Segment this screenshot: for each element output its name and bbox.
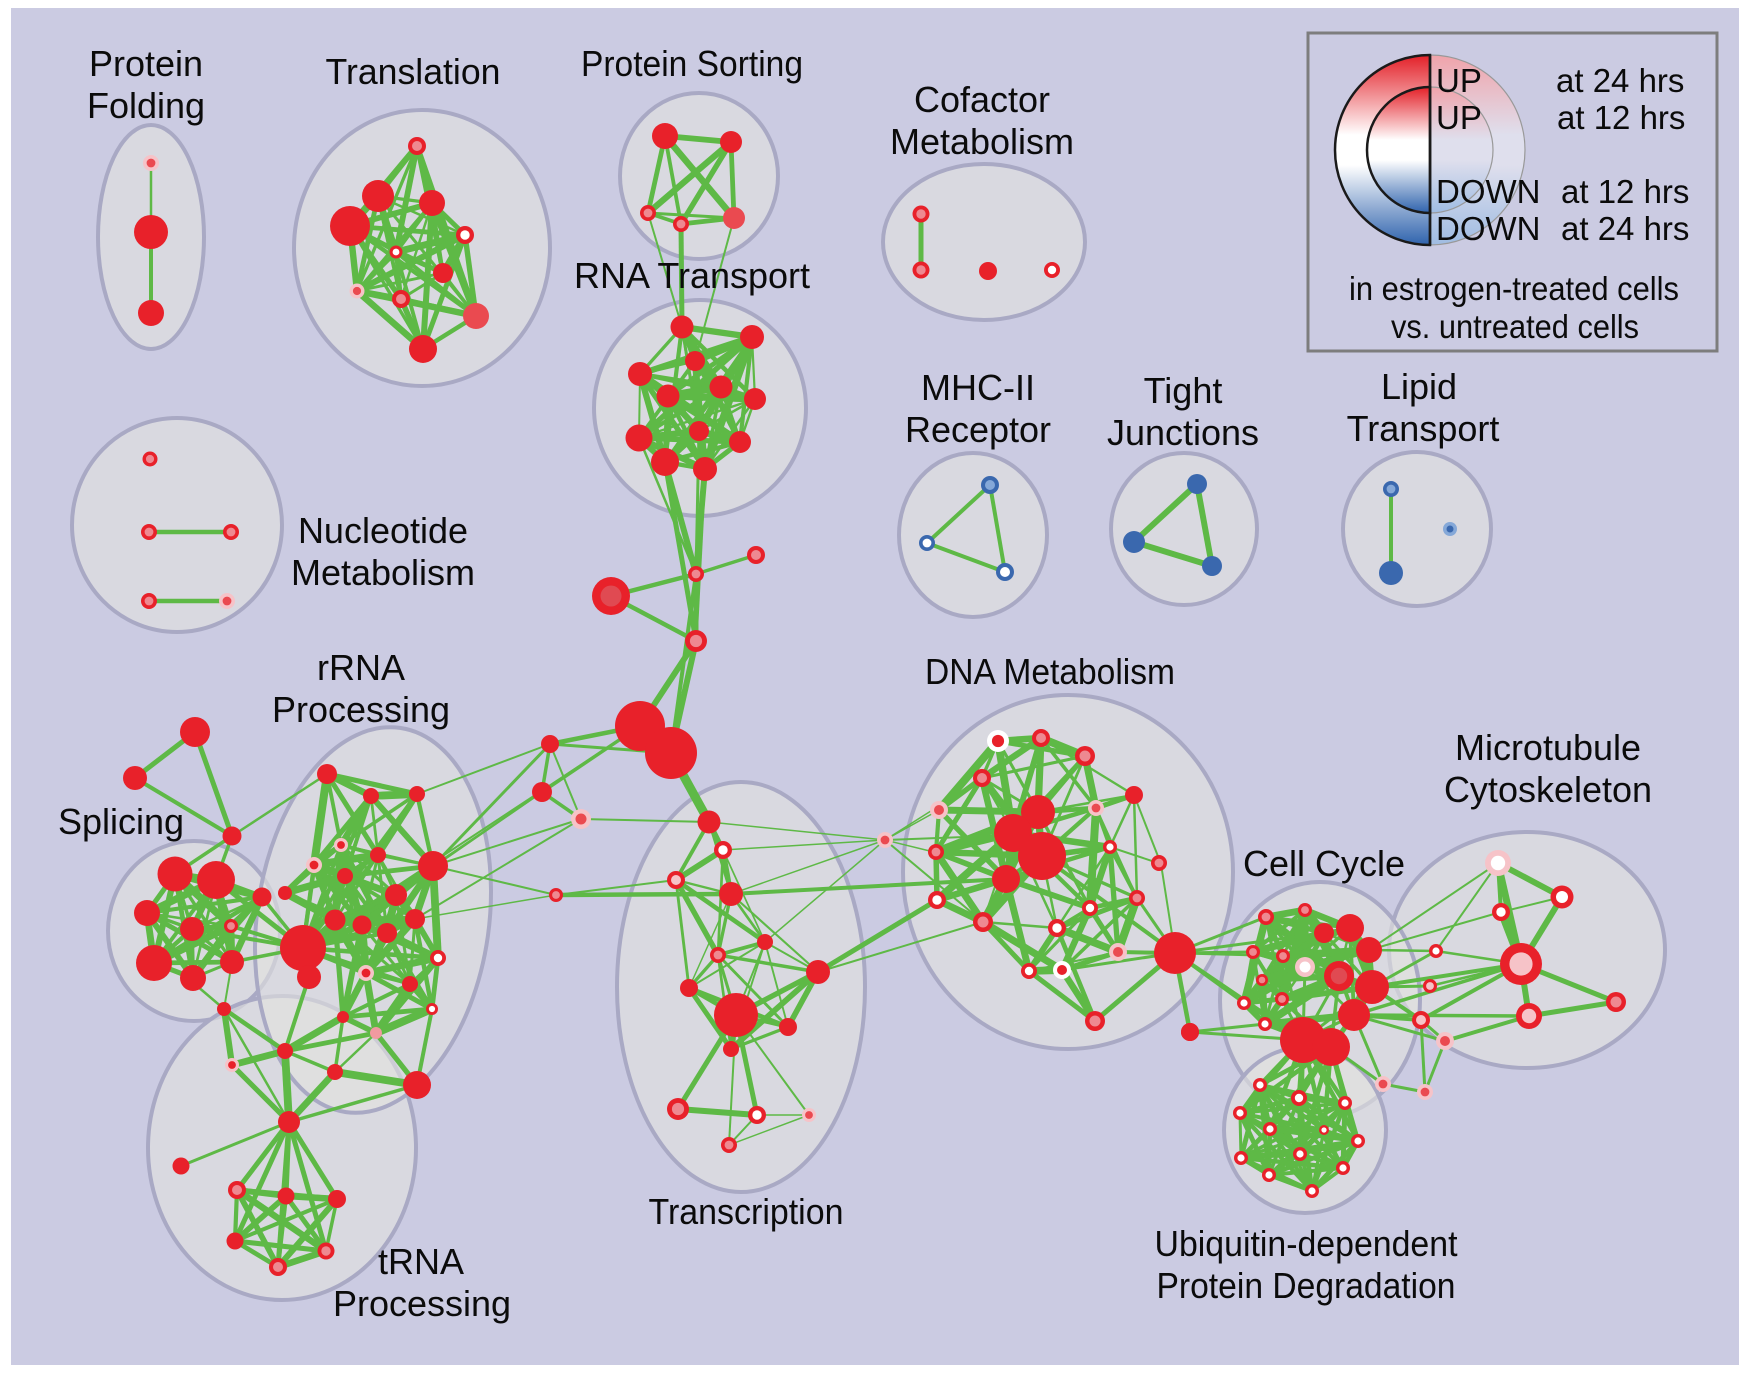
svg-text:Cell Cycle: Cell Cycle: [1243, 843, 1405, 884]
svg-text:Translation: Translation: [326, 51, 501, 92]
svg-text:UP: UP: [1436, 62, 1482, 99]
svg-text:tRNA: tRNA: [378, 1241, 464, 1282]
svg-text:DOWN: DOWN: [1436, 210, 1540, 247]
svg-text:Cytoskeleton: Cytoskeleton: [1444, 769, 1652, 810]
svg-text:at 12 hrs: at 12 hrs: [1557, 99, 1685, 136]
svg-text:Processing: Processing: [333, 1283, 511, 1324]
svg-text:DNA Metabolism: DNA Metabolism: [925, 651, 1175, 692]
svg-text:at 24 hrs: at 24 hrs: [1556, 62, 1684, 99]
svg-text:Transport: Transport: [1347, 408, 1500, 449]
svg-text:Cofactor: Cofactor: [914, 79, 1050, 120]
svg-text:Transcription: Transcription: [649, 1191, 844, 1232]
svg-text:Nucleotide: Nucleotide: [298, 510, 468, 551]
svg-text:Metabolism: Metabolism: [890, 121, 1074, 162]
svg-text:Protein: Protein: [89, 43, 203, 84]
svg-text:Processing: Processing: [272, 689, 450, 730]
svg-text:Folding: Folding: [87, 85, 205, 126]
svg-text:Splicing: Splicing: [58, 801, 184, 842]
svg-text:in estrogen-treated cells: in estrogen-treated cells: [1349, 270, 1679, 307]
svg-text:at 24 hrs: at 24 hrs: [1561, 210, 1689, 247]
svg-text:Lipid: Lipid: [1381, 366, 1457, 407]
svg-text:Tight: Tight: [1144, 370, 1223, 411]
svg-text:Microtubule: Microtubule: [1455, 727, 1641, 768]
svg-text:MHC-II: MHC-II: [921, 367, 1035, 408]
svg-text:Ubiquitin-dependent: Ubiquitin-dependent: [1155, 1223, 1458, 1264]
svg-text:Receptor: Receptor: [905, 409, 1051, 450]
svg-text:RNA Transport: RNA Transport: [574, 255, 810, 296]
svg-text:Protein Degradation: Protein Degradation: [1157, 1265, 1456, 1306]
svg-text:Protein Sorting: Protein Sorting: [581, 43, 803, 84]
svg-text:at 12 hrs: at 12 hrs: [1561, 173, 1689, 210]
svg-text:Metabolism: Metabolism: [291, 552, 475, 593]
svg-text:DOWN: DOWN: [1436, 173, 1540, 210]
svg-text:Junctions: Junctions: [1107, 412, 1259, 453]
svg-text:vs. untreated cells: vs. untreated cells: [1391, 308, 1639, 345]
svg-text:UP: UP: [1436, 99, 1482, 136]
svg-text:rRNA: rRNA: [317, 647, 405, 688]
